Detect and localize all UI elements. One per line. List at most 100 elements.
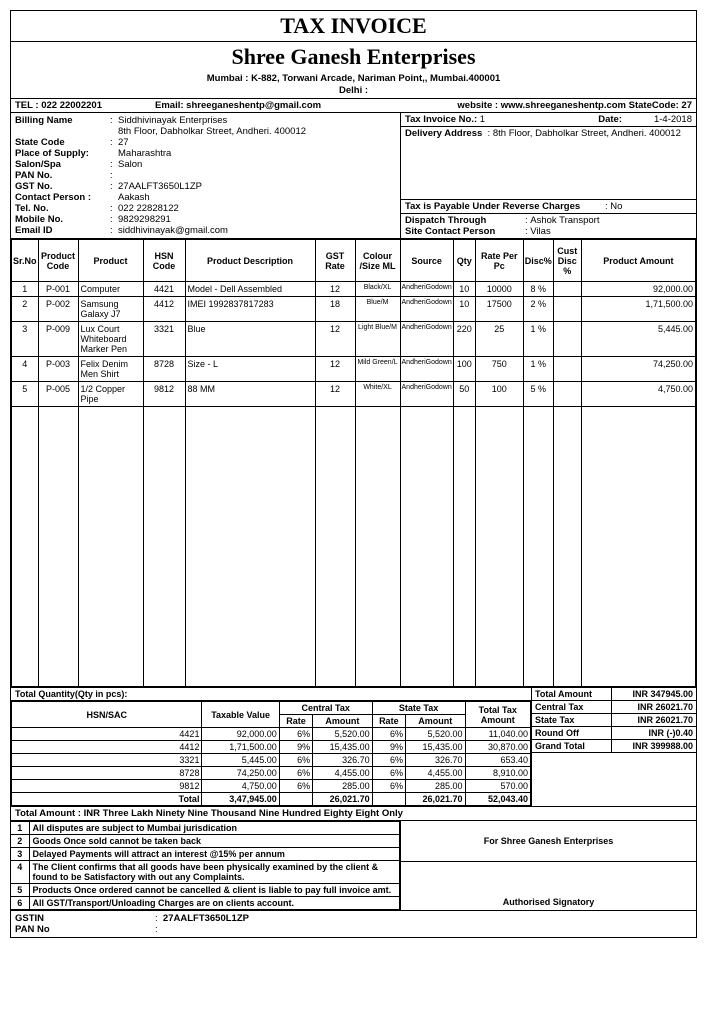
web-label: website : (457, 100, 500, 111)
mob-lbl: Mobile No. (15, 214, 110, 225)
hsn-total-taxable: 3,47,945.00 (202, 793, 279, 806)
salon-lbl: Salon/Spa (15, 159, 110, 170)
hsn-row: 4421 92,000.00 6% 5,520.00 6% 5,520.00 1… (12, 728, 531, 741)
items-table: Sr.No Product Code Product HSN Code Prod… (11, 239, 696, 687)
hsn-th-hsn: HSN/SAC (12, 702, 202, 728)
words-lbl: Total Amount : (15, 808, 84, 819)
place: Maharashtra (118, 148, 396, 159)
grand: INR 399988.00 (611, 740, 696, 752)
th-disc: Disc% (523, 240, 553, 282)
hsn-th-total: Total Tax Amount (465, 702, 531, 728)
bemail-lbl: Email ID (15, 225, 110, 236)
hsn-total-total: 52,043.40 (465, 793, 531, 806)
hsn-th-stax: State Tax (372, 702, 465, 715)
words-val: INR Three Lakh Ninety Nine Thousand Nine… (84, 808, 403, 819)
hsn-th-camt: Amount (313, 715, 373, 728)
term-row: 6All GST/Transport/Unloading Charges are… (11, 897, 400, 910)
gstin-lbl: GSTIN (15, 913, 155, 924)
th-code: Product Code (38, 240, 78, 282)
hsn-th-crate: Rate (279, 715, 312, 728)
table-row: 3 P-009 Lux Court Whiteboard Marker Pen … (12, 322, 696, 357)
billing-name: Siddhivinayak Enterprises (118, 115, 396, 126)
th-hsn: HSN Code (143, 240, 185, 282)
info-grid: Billing Name:Siddhivinayak Enterprises 8… (11, 113, 696, 239)
stax-lbl: State Tax (532, 714, 611, 726)
th-cust: Cust Disc % (553, 240, 581, 282)
del-addr: 8th Floor, Dabholkar Street, Andheri. 40… (493, 128, 681, 139)
totals-box: Total AmountINR 347945.00 Central TaxINR… (531, 688, 696, 806)
company-address: Mumbai : K-882, Torwani Arcade, Nariman … (11, 72, 696, 85)
hsn-total-lbl: Total (12, 793, 202, 806)
tel-label: TEL : (15, 100, 41, 111)
state-code-hdr: StateCode: 27 (626, 100, 692, 111)
hsn-table: HSN/SAC Taxable Value Central Tax State … (11, 701, 531, 806)
th-color: Colour /Size ML (355, 240, 400, 282)
table-row: 4 P-003 Felix Denim Men Shirt 8728 Size … (12, 357, 696, 382)
inv-no-lbl: Tax Invoice No.: (405, 114, 477, 125)
terms-table: 1All disputes are subject to Mumbai juri… (11, 821, 400, 910)
round-lbl: Round Off (532, 727, 611, 739)
for-company: For Shree Ganesh Enterprises (401, 821, 696, 862)
mob: 9829298291 (118, 214, 396, 225)
th-amount: Product Amount (581, 240, 695, 282)
del-lbl: Delivery Address (405, 128, 482, 139)
footer: GSTIN: 27AALFT3650L1ZP PAN No: (11, 910, 696, 937)
site-lbl: Site Contact Person (405, 226, 525, 237)
billing-addr: 8th Floor, Dabholkar Street, Andheri. 40… (118, 126, 396, 137)
dispatch-lbl: Dispatch Through (405, 215, 525, 226)
auth-sig: Authorised Signatory (401, 862, 696, 910)
table-row: 2 P-002 Samsung Galaxy J7 4412 IMEI 1992… (12, 297, 696, 322)
th-source: Source (400, 240, 453, 282)
round: INR (-)0.40 (611, 727, 696, 739)
fpan-lbl: PAN No (15, 924, 155, 935)
term-row: 1All disputes are subject to Mumbai juri… (11, 822, 400, 835)
amount-words: Total Amount : INR Three Lakh Ninety Nin… (11, 806, 696, 821)
th-rate: Rate Per Pc (475, 240, 523, 282)
th-qty: Qty (453, 240, 475, 282)
gstin: 27AALFT3650L1ZP (163, 913, 249, 924)
company-city: Delhi : (11, 85, 696, 99)
total-amt: INR 347945.00 (611, 688, 696, 700)
email-value: shreeganeshentp@gmail.com (186, 100, 321, 111)
pan-lbl: PAN No. (15, 170, 110, 181)
hsn-th-ctax: Central Tax (279, 702, 372, 715)
summary: Total Quantity(Qty in pcs): HSN/SAC Taxa… (11, 687, 696, 806)
state-code: 27 (118, 137, 396, 148)
pan (118, 170, 396, 181)
table-row: 1 P-001 Computer 4421 Model - Dell Assem… (12, 282, 696, 297)
total-amt-lbl: Total Amount (532, 688, 611, 700)
doc-title: TAX INVOICE (11, 11, 696, 41)
site: Vilas (530, 226, 550, 237)
web-value: www.shreeganeshentp.com (501, 100, 626, 111)
hsn-row: 3321 5,445.00 6% 326.70 6% 326.70 653.40 (12, 754, 531, 767)
th-srno: Sr.No (12, 240, 39, 282)
th-product: Product (78, 240, 143, 282)
place-lbl: Place of Supply: (15, 148, 110, 159)
terms-section: 1All disputes are subject to Mumbai juri… (11, 821, 696, 910)
hsn-row: 4412 1,71,500.00 9% 15,435.00 9% 15,435.… (12, 741, 531, 754)
ctax-lbl: Central Tax (532, 701, 611, 713)
invoice-container: TAX INVOICE Shree Ganesh Enterprises Mum… (10, 10, 697, 938)
stax: INR 26021.70 (611, 714, 696, 726)
tel-value: 022 22002201 (41, 100, 102, 111)
grand-lbl: Grand Total (532, 740, 611, 752)
hsn-total-samt: 26,021.70 (405, 793, 465, 806)
table-row: 5 P-005 1/2 Copper Pipe 9812 88 MM 12 Wh… (12, 382, 696, 407)
dispatch: Ashok Transport (530, 215, 599, 226)
gst-lbl: GST No. (15, 181, 110, 192)
hsn-row: 9812 4,750.00 6% 285.00 6% 285.00 570.00 (12, 780, 531, 793)
term-row: 5Products Once ordered cannot be cancell… (11, 884, 400, 897)
term-row: 4The Client confirms that all goods have… (11, 861, 400, 884)
hsn-th-taxable: Taxable Value (202, 702, 279, 728)
billing-name-lbl: Billing Name (15, 115, 110, 126)
state-code-lbl: State Code (15, 137, 110, 148)
gst: 27AALFT3650L1ZP (118, 181, 396, 192)
contact-lbl: Contact Person : (15, 192, 110, 203)
hsn-total-camt: 26,021.70 (313, 793, 373, 806)
meta-info: Tax Invoice No.: 1 Date: 1-4-2018 Delive… (401, 113, 696, 238)
contact-row: TEL : 022 22002201 Email: shreeganeshent… (11, 99, 696, 113)
contact: Aakash (118, 192, 396, 203)
ctax: INR 26021.70 (611, 701, 696, 713)
btel: 022 22828122 (118, 203, 396, 214)
term-row: 3Delayed Payments will attract an intere… (11, 848, 400, 861)
